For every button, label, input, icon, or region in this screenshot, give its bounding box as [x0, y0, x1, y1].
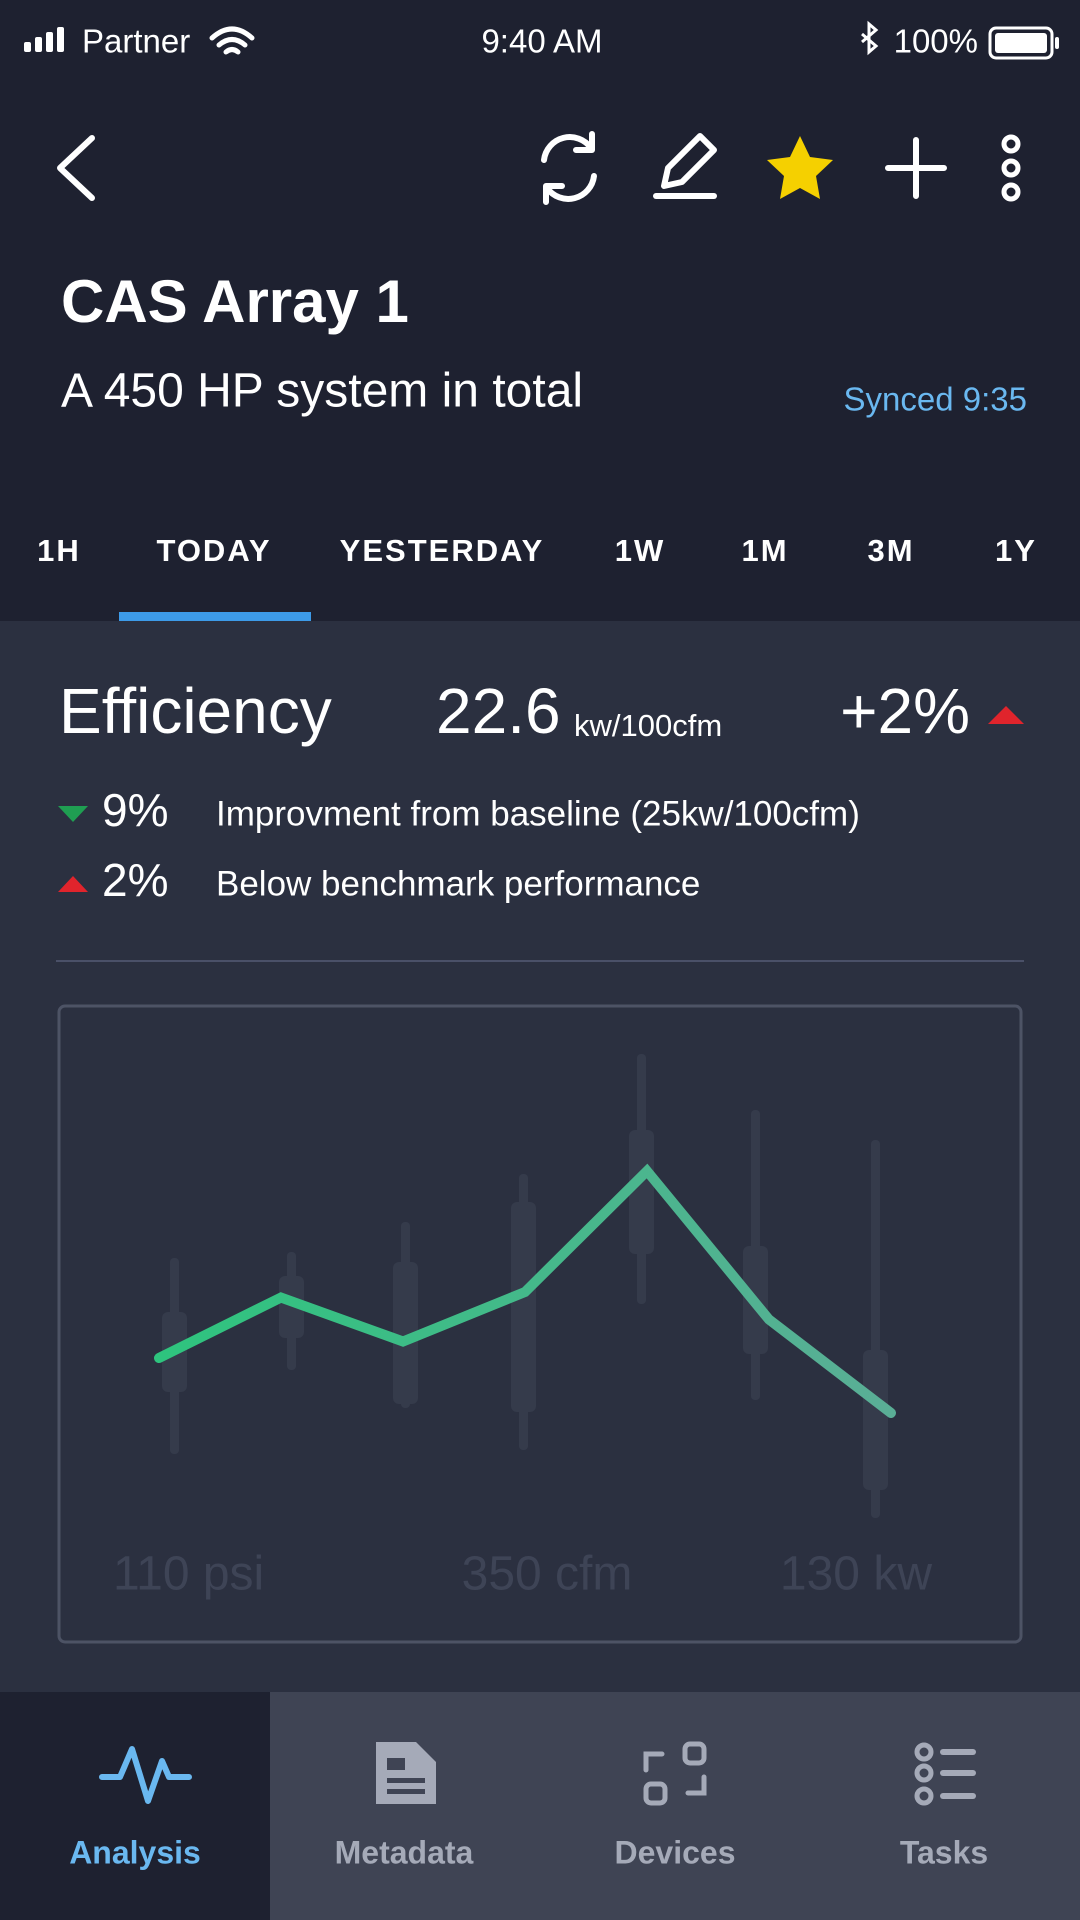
tab[interactable]: 1H: [37, 533, 81, 568]
battery-level: 100%: [894, 23, 978, 60]
edit-button[interactable]: [653, 133, 717, 199]
metric-name: Efficiency: [59, 675, 332, 747]
note-value: 9%: [102, 784, 168, 836]
nav-label[interactable]: Metadata: [335, 1834, 474, 1870]
data-line: [154, 1163, 896, 1418]
down-triangle: [58, 806, 88, 822]
metric-change: +2%: [840, 675, 970, 747]
note-text: Below benchmark performance: [216, 864, 700, 903]
title: CAS Array 1: [61, 268, 409, 335]
chart-label: 110 psi: [113, 1548, 264, 1601]
nav-bar: [270, 1692, 1080, 1920]
subtitle: A 450 HP system in total: [61, 365, 583, 418]
metric-unit: kw/100cfm: [574, 708, 722, 743]
battery: [988, 26, 1054, 60]
battery-fill: [995, 33, 1047, 53]
note-value: 2%: [102, 854, 168, 906]
more-button[interactable]: [1001, 134, 1021, 202]
add-button[interactable]: [885, 137, 947, 199]
header-bg: [0, 0, 1080, 621]
carrier: Partner: [82, 23, 190, 60]
tab-bar: 1H TODAY YESTERDAY 1W 1M 3M 1Y: [37, 533, 1037, 568]
battery-tip: [1055, 37, 1059, 49]
up-triangle: [988, 706, 1024, 724]
chart-frame: [57, 1004, 1023, 1644]
wifi: [209, 26, 255, 55]
tab[interactable]: TODAY: [156, 533, 271, 568]
tab-indicator: [119, 612, 311, 621]
nav-label[interactable]: Tasks: [900, 1834, 988, 1870]
signal: [24, 27, 64, 52]
nav-labels: Analysis Metadata Devices Tasks: [69, 1834, 988, 1870]
chart: 110 psi 350 cfm 130 kw: [113, 1163, 932, 1601]
nav-label[interactable]: Devices: [615, 1834, 736, 1870]
tab[interactable]: YESTERDAY: [340, 533, 545, 568]
tasks-icon[interactable]: [914, 1742, 976, 1806]
devices-icon[interactable]: [643, 1741, 707, 1806]
sync-button[interactable]: [541, 131, 597, 205]
chart-label: 350 cfm: [462, 1548, 633, 1601]
favorite-button[interactable]: [767, 136, 833, 199]
back-button[interactable]: [57, 135, 95, 201]
nav-label[interactable]: Analysis: [69, 1834, 201, 1870]
tab[interactable]: 3M: [867, 533, 914, 568]
tab[interactable]: 1W: [615, 533, 666, 568]
time: 9:40 AM: [481, 23, 602, 60]
analysis-icon[interactable]: [99, 1746, 192, 1804]
nav-tab-active[interactable]: [0, 1692, 270, 1920]
tab[interactable]: 1Y: [995, 533, 1037, 568]
tab[interactable]: 1M: [741, 533, 788, 568]
metadata-icon[interactable]: [376, 1742, 436, 1804]
note-text: Improvment from baseline (25kw/100cfm): [216, 794, 860, 833]
bluetooth: [861, 20, 879, 56]
metric-value: 22.6: [436, 675, 561, 747]
chart-label: 130 kw: [780, 1548, 932, 1601]
up-triangle: [58, 876, 88, 892]
sync-status: Synced 9:35: [844, 381, 1027, 418]
